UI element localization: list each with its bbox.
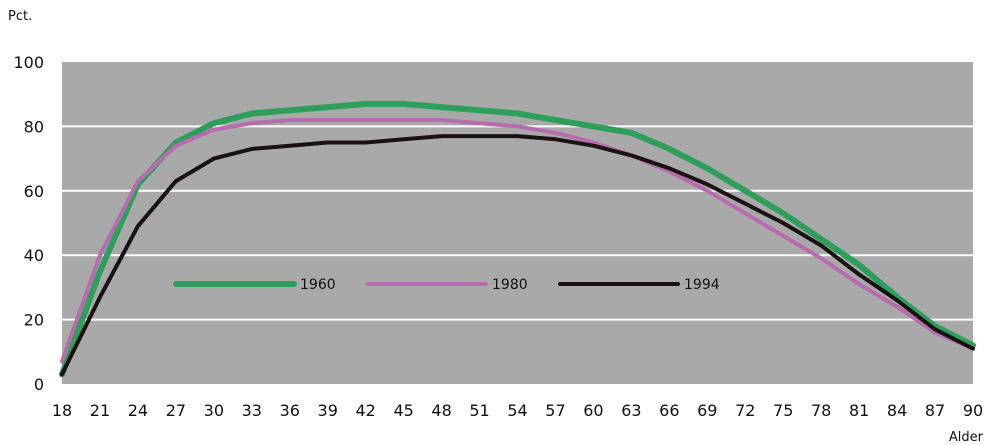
y-tick-label-40: 40 [24, 246, 44, 265]
x-tick-label-51: 51 [469, 401, 489, 420]
x-tick-label-30: 30 [204, 401, 224, 420]
x-tick-label-48: 48 [431, 401, 451, 420]
x-tick-label-60: 60 [583, 401, 603, 420]
y-tick-label-0: 0 [34, 375, 44, 394]
x-tick-label-75: 75 [773, 401, 793, 420]
legend-label-1994: 1994 [684, 277, 720, 293]
x-tick-label-45: 45 [393, 401, 413, 420]
x-axis-label: Alder [949, 430, 984, 445]
y-axis-label: Pct. [8, 9, 32, 24]
x-tick-label-81: 81 [849, 401, 869, 420]
legend-label-1960: 1960 [300, 277, 336, 293]
plot-background [62, 62, 973, 384]
legend: 1960 1980 1994 [173, 277, 720, 293]
x-tick-label-33: 33 [242, 401, 262, 420]
x-tick-label-90: 90 [963, 401, 983, 420]
series-line-1994 [60, 134, 975, 377]
x-tick-label-21: 21 [90, 401, 110, 420]
x-tick-label-57: 57 [545, 401, 565, 420]
y-tick-label-100: 100 [13, 53, 44, 72]
y-tick-label-60: 60 [24, 182, 44, 201]
x-tick-label-42: 42 [355, 401, 375, 420]
series-line-1960 [59, 100, 976, 378]
y-tick-label-20: 20 [24, 311, 44, 330]
x-tick-label-39: 39 [318, 401, 338, 420]
x-tick-label-27: 27 [166, 401, 186, 420]
x-tick-label-18: 18 [52, 401, 72, 420]
series-lines [59, 100, 976, 378]
x-tick-label-69: 69 [697, 401, 717, 420]
legend-label-1980: 1980 [492, 277, 528, 293]
x-tick-label-87: 87 [925, 401, 945, 420]
x-tick-label-24: 24 [128, 401, 148, 420]
x-tick-label-78: 78 [811, 401, 831, 420]
x-tick-label-36: 36 [280, 401, 300, 420]
x-tick-label-54: 54 [507, 401, 527, 420]
x-tick-label-66: 66 [659, 401, 679, 420]
x-tick-label-72: 72 [735, 401, 755, 420]
x-axis-ticks: 18 21 24 27 30 33 36 39 42 45 48 51 54 57 60 63 66 69 72 75… [52, 401, 983, 420]
x-tick-label-63: 63 [621, 401, 641, 420]
x-tick-label-84: 84 [887, 401, 907, 420]
y-axis-ticks: 0 20 40 60 80 100 [13, 53, 44, 394]
y-tick-label-80: 80 [24, 117, 44, 136]
series-line-1980 [60, 118, 975, 364]
